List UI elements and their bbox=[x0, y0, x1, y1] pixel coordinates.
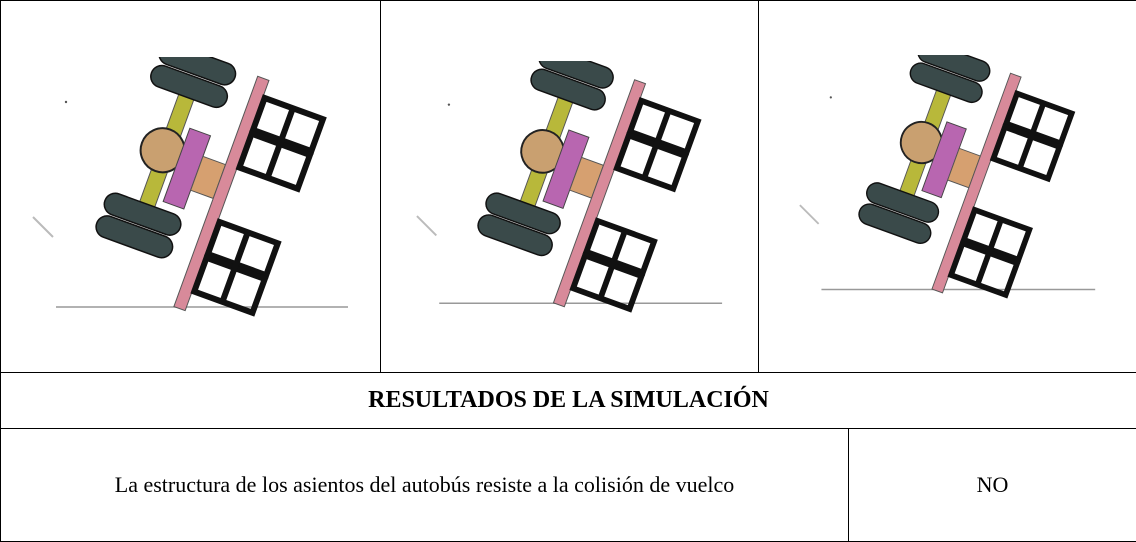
image-cell bbox=[380, 0, 759, 373]
simulation-image bbox=[31, 57, 351, 317]
section-heading: RESULTADOS DE LA SIMULACIÓN bbox=[0, 372, 1136, 429]
image-cell bbox=[758, 0, 1136, 373]
result: NO bbox=[848, 428, 1136, 542]
simulation-image bbox=[415, 61, 725, 313]
simulation-image bbox=[798, 55, 1098, 299]
image-cell bbox=[0, 0, 381, 373]
criterion: La estructura de los asientos del autobú… bbox=[0, 428, 849, 542]
